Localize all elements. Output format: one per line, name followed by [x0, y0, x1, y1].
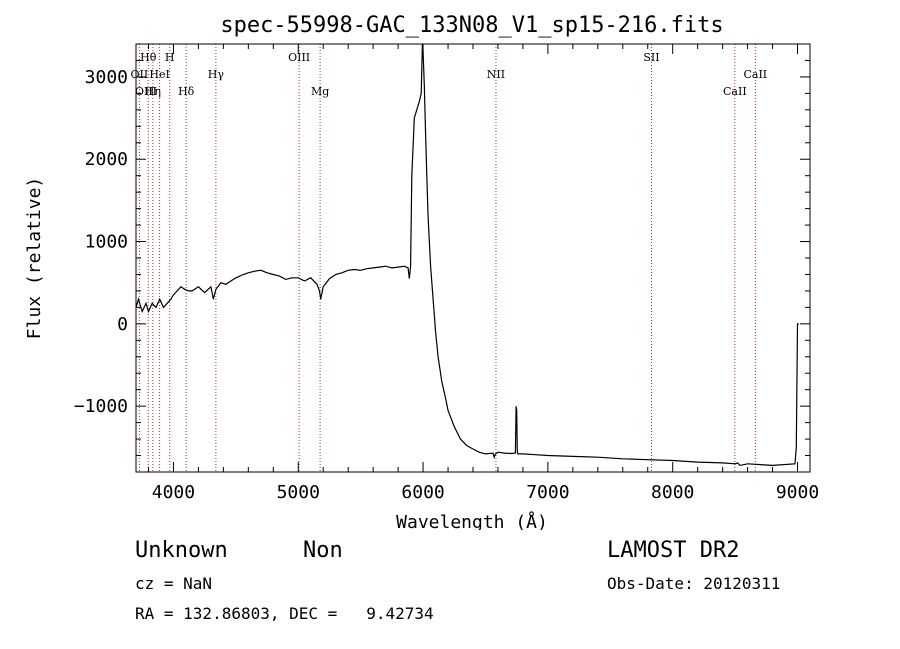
line-label-12: Mg — [311, 85, 329, 98]
line-label-9: OIII — [135, 85, 157, 98]
y-tick-labels: −1000 0 1000 2000 3000 — [74, 67, 128, 417]
chart-title: spec-55998-GAC_133N08_V1_sp15-216.fits — [220, 13, 723, 38]
x-tick-label-3: 7000 — [526, 482, 569, 503]
line-label-4: NII — [487, 68, 505, 81]
line-label-13: CaII — [723, 85, 747, 98]
line-label-11: Hδ — [178, 85, 195, 98]
observation-date: Obs-Date: 20120311 — [607, 574, 781, 593]
x-tick-label-1: 5000 — [277, 482, 320, 503]
y-tick-label-3: 2000 — [85, 149, 128, 170]
spectrum-chart: spec-55998-GAC_133N08_V1_sp15-216.fits H… — [24, 13, 819, 530]
spectral-line-markers — [138, 44, 756, 472]
flux-series-line — [135, 43, 799, 467]
x-tick-label-2: 6000 — [401, 482, 444, 503]
redshift-cz: cz = NaN — [135, 574, 213, 593]
object-class: Unknown — [135, 538, 228, 563]
y-tick-label-2: 1000 — [85, 232, 128, 253]
x-tick-label-5: 9000 — [776, 482, 819, 503]
line-label-0: Hθ — [140, 51, 157, 64]
line-label-8: HeI — [149, 68, 169, 81]
line-label-1: H — [165, 51, 175, 64]
survey-name: LAMOST DR2 — [607, 538, 740, 563]
ra-dec-coordinates: RA = 132.86803, DEC = 9.42734 — [135, 604, 434, 623]
y-tick-label-4: 3000 — [85, 67, 128, 88]
y-tick-label-1: 0 — [117, 314, 128, 335]
x-axis-label: Wavelength (Å) — [396, 511, 548, 530]
x-tick-label-4: 8000 — [651, 482, 694, 503]
x-tick-label-0: 4000 — [152, 482, 195, 503]
object-subclass: Non — [303, 538, 343, 563]
line-label-3: OIII — [288, 51, 310, 64]
y-axis-label: Flux (relative) — [24, 177, 45, 340]
plot-frame — [135, 43, 811, 473]
line-label-5: SII — [643, 51, 659, 64]
x-tick-labels: 4000 5000 6000 7000 8000 9000 — [152, 482, 819, 503]
line-label-10: Hη — [145, 85, 161, 98]
line-label-2: Hγ — [208, 68, 225, 81]
line-label-7: OII — [131, 68, 149, 81]
line-label-6: CaII — [743, 68, 767, 81]
axis-ticks — [136, 43, 810, 473]
y-tick-label-0: −1000 — [74, 396, 128, 417]
